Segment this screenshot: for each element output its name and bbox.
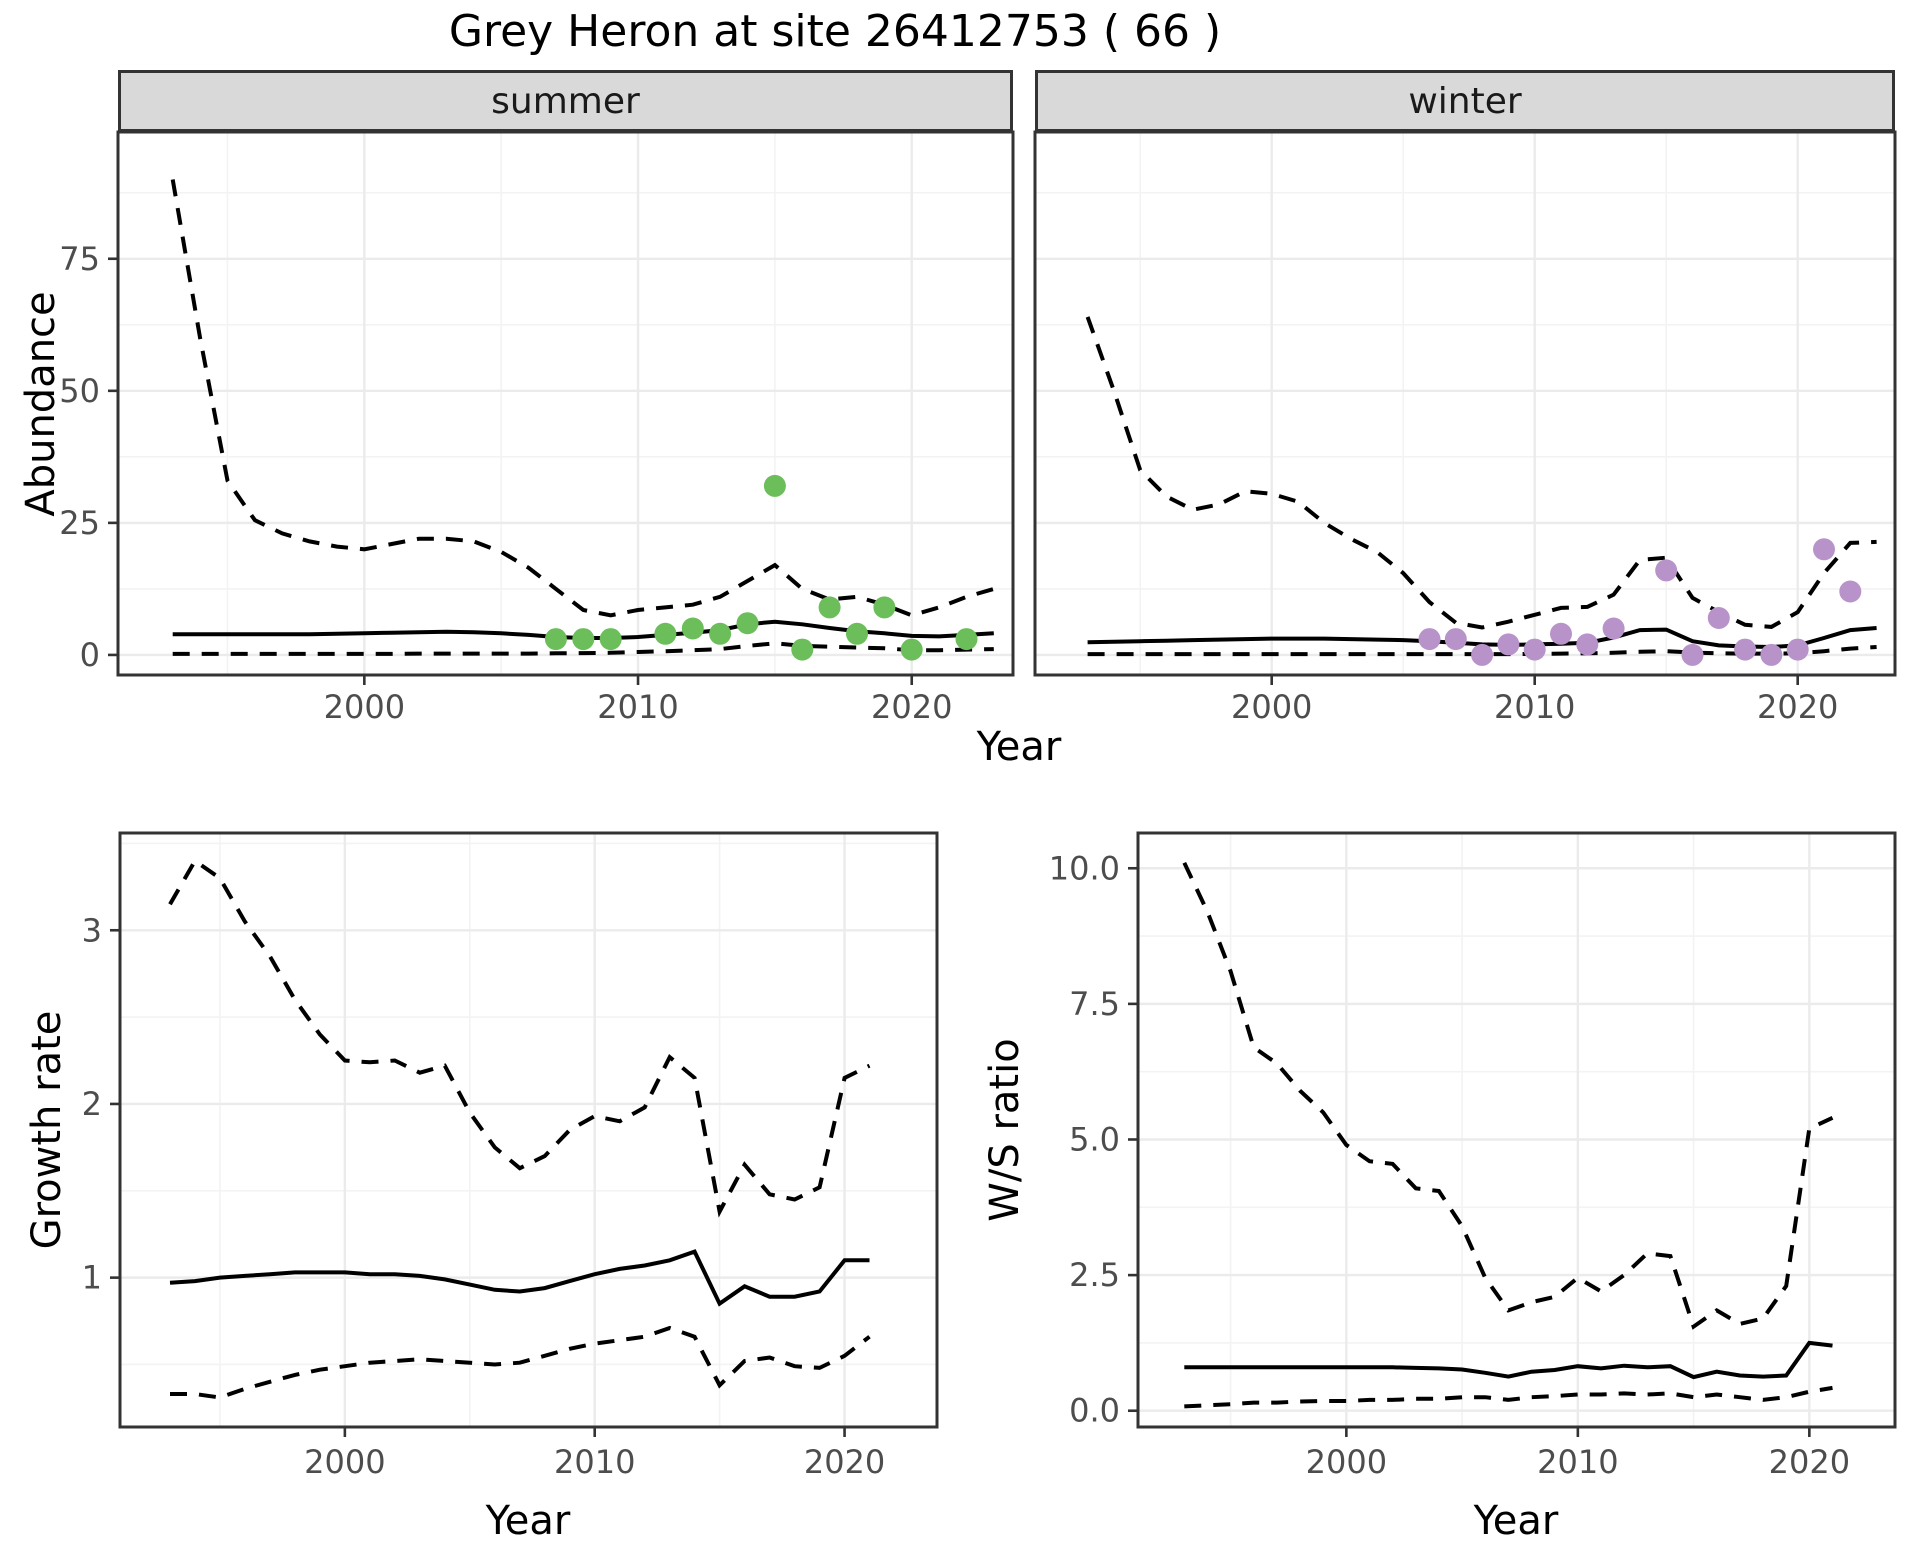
ci-line [1184,1385,1833,1409]
y-tick-label: 1 [82,1259,102,1297]
observed-point [846,622,868,645]
ci-line [170,1325,871,1400]
ci-line [1182,861,1834,1330]
y-tick-label: 75 [59,240,100,278]
x-tick-label: 2010 [597,688,678,726]
facet-strip-summer: summer [118,70,1013,132]
panel-border [118,831,939,1429]
observed-point [572,628,595,651]
y-tick-label: 0 [80,636,100,674]
observed-point [1523,638,1546,661]
abundance-faceted-chart: 2000 2010 2020 0 25 50 75 2000 2010 2020 [59,130,1897,726]
observed-point [599,628,622,651]
panel-background [1035,132,1895,675]
ci-line [170,179,995,618]
observed-point [681,617,704,640]
panel-border [1136,831,1897,1429]
panel-background [120,833,937,1427]
median-line [1184,1340,1833,1380]
plot-title: Grey Heron at site 26412753 ( 66 ) [448,6,1222,57]
observed-point [736,612,759,635]
x-tick-label: 2020 [1769,1443,1850,1481]
observed-point [1707,607,1730,629]
median-line [169,1249,870,1307]
ci-line [1085,316,1877,630]
facet-strip-winter-label: winter [1408,80,1522,122]
observed-point [955,628,978,651]
observed-point [1734,638,1757,661]
observed-point [763,474,786,497]
observed-point [873,596,896,619]
observed-point [1602,617,1625,640]
x-tick-label: 2000 [304,1443,385,1481]
observed-point [654,622,677,645]
x-axis-title-growth-rate: Year [485,1498,571,1544]
observed-point [1786,638,1809,661]
panel-background [1138,833,1895,1427]
observed-point [1760,643,1783,666]
growth-rate-chart: 2000 2010 2020 1 2 3 [82,831,939,1481]
observed-point [544,628,567,651]
ci-line [172,641,994,656]
panel-background [118,132,1013,675]
observed-point [791,638,814,661]
x-tick-label: 2000 [324,688,405,726]
ws-ratio-chart: 2000 2010 2020 0.0 2.5 5.0 7.5 10.0 [1049,831,1897,1481]
x-axis-title-abundance: Year [976,724,1062,770]
observed-point [1655,559,1678,582]
x-tick-label: 2010 [1537,1443,1618,1481]
y-tick-label: 7.5 [1069,985,1120,1023]
y-tick-label: 5.0 [1069,1120,1120,1158]
y-tick-label: 2 [82,1085,102,1123]
x-tick-label: 2020 [871,688,952,726]
ci-line [1087,645,1877,657]
panel-border [116,130,1015,677]
y-tick-label: 25 [59,504,100,542]
facet-strip-summer-label: summer [491,80,640,122]
x-tick-label: 2010 [1494,688,1575,726]
observed-point [1813,538,1835,561]
y-tick-label: 3 [82,911,102,949]
x-tick-label: 2020 [804,1443,885,1481]
observed-point [1418,628,1441,651]
y-tick-label: 50 [59,372,100,410]
observed-point [818,596,841,619]
panel-border [1033,130,1897,677]
y-tick-label: 2.5 [1069,1256,1120,1294]
facet-strip-winter: winter [1035,70,1895,132]
observed-point [1550,622,1572,645]
y-tick-label: 0.0 [1069,1392,1120,1430]
observed-point [1576,633,1599,656]
y-tick-label: 10.0 [1049,849,1120,887]
observed-point [1681,643,1704,666]
x-tick-label: 2000 [1231,688,1312,726]
x-tick-label: 2020 [1757,688,1838,726]
observed-point [1839,580,1862,603]
observed-point [900,638,923,661]
observed-point [1497,633,1520,656]
x-tick-label: 2000 [1306,1443,1387,1481]
x-tick-label: 2010 [554,1443,635,1481]
observed-point [709,622,732,645]
observed-point [1471,643,1494,666]
ci-line [168,857,871,1218]
observed-point [1444,628,1467,651]
x-axis-title-ws-ratio: Year [1473,1498,1559,1544]
